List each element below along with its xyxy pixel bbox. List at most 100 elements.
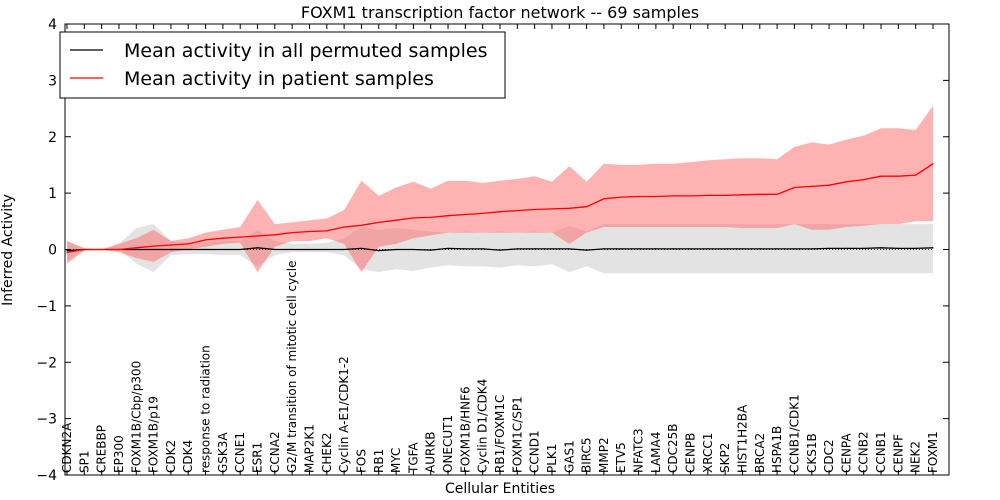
x-category-label: CREBBP	[95, 425, 109, 473]
data-point-s1-21	[430, 216, 432, 218]
data-point-s0-7	[187, 248, 189, 251]
data-point-s1-46	[863, 179, 865, 181]
x-category-label: BRCA2	[753, 433, 767, 473]
data-point-s0-10	[239, 248, 241, 251]
x-category-label: ETV5	[614, 442, 628, 473]
data-point-s0-9	[222, 248, 224, 251]
x-category-label: TGFA	[406, 442, 420, 474]
y-tick-label: 1	[48, 186, 57, 202]
data-point-s0-34	[655, 248, 657, 250]
data-point-s0-4	[135, 248, 137, 251]
data-point-s0-18	[378, 250, 380, 252]
band-series-0	[67, 224, 933, 274]
x-category-label: FOS	[354, 449, 368, 473]
data-point-s1-23	[464, 213, 466, 216]
data-point-s0-38	[724, 248, 726, 250]
data-point-s0-44	[828, 247, 830, 249]
x-category-label: CENPA	[839, 433, 853, 473]
data-point-s0-27	[534, 248, 536, 250]
data-point-s1-15	[326, 230, 328, 232]
data-point-s1-6	[170, 244, 172, 246]
x-category-label: CENPB	[684, 433, 698, 473]
x-category-label: LAMA4	[649, 432, 663, 473]
y-axis: −4 −3 −2 −1 0 1 2 3 4	[36, 17, 949, 484]
x-axis-title: Cellular Entities	[445, 481, 555, 497]
data-point-s1-8	[205, 239, 207, 241]
x-category-label: CDK2	[164, 440, 178, 473]
data-point-s0-23	[464, 248, 466, 250]
data-point-s1-44	[828, 184, 830, 186]
data-point-s1-18	[378, 221, 380, 223]
x-category-label: CCNB1	[874, 431, 888, 473]
data-point-s1-1	[83, 248, 85, 251]
x-category-label: CCNB2	[857, 431, 871, 473]
data-point-s0-24	[482, 248, 484, 250]
data-point-s0-12	[274, 248, 276, 251]
legend-box	[59, 31, 506, 99]
data-point-s1-47	[880, 175, 882, 177]
x-category-label: CDC25B	[666, 424, 680, 474]
data-point-s0-50	[932, 247, 934, 249]
data-point-s0-48	[897, 247, 900, 249]
band-series-1	[67, 105, 933, 273]
chart-title: FOXM1 transcription factor network -- 69…	[301, 3, 699, 22]
data-point-s0-29	[568, 248, 570, 250]
x-category-label: FOXM1B/HNF6	[458, 386, 472, 473]
data-point-s1-13	[291, 232, 293, 234]
legend-label-permuted: Mean activity in all permuted samples	[124, 40, 487, 62]
data-point-s1-38	[724, 194, 726, 196]
x-category-label: Cyclin A-E1/CDK1-2	[337, 356, 351, 473]
data-point-s1-43	[811, 185, 813, 187]
data-point-s1-34	[655, 195, 657, 198]
data-point-s1-0	[66, 251, 68, 253]
x-axis: CDKN2A SP1 CREBBP EP300 FOXM1B/Cbp/p300 FOXM1…	[60, 24, 940, 475]
data-point-s1-24	[482, 212, 484, 214]
y-tick-label: 3	[48, 73, 57, 89]
x-category-label: CKS1B	[805, 433, 819, 473]
x-category-label: FOXM1B/Cbp/p300	[129, 361, 143, 473]
data-point-s1-35	[672, 195, 674, 197]
data-point-s0-43	[811, 248, 813, 250]
data-point-s0-45	[845, 247, 848, 249]
data-point-s1-30	[586, 206, 588, 208]
x-category-label: AURKB	[424, 432, 438, 473]
x-category-label: CCND1	[528, 430, 542, 473]
x-category-label: GAS1	[562, 440, 576, 473]
data-point-s1-50	[932, 163, 934, 165]
x-category-label: PLK1	[545, 444, 559, 473]
data-point-s1-27	[534, 208, 536, 211]
x-category-label: CENPF	[891, 434, 905, 473]
x-category-label: ESR1	[251, 442, 265, 473]
data-point-s0-39	[741, 248, 744, 250]
data-point-s1-36	[689, 195, 692, 197]
x-category-label: CHEK2	[320, 433, 334, 474]
data-point-s1-10	[239, 236, 241, 238]
x-category-label: G2/M transition of mitotic cell cycle	[285, 260, 299, 473]
data-point-s1-11	[256, 235, 259, 237]
series-lines	[66, 163, 934, 253]
data-point-s0-22	[447, 247, 449, 249]
confidence-bands	[67, 105, 933, 274]
x-category-label: SKP2	[718, 443, 732, 473]
data-point-s1-3	[118, 248, 120, 251]
data-point-s1-12	[274, 234, 276, 236]
data-point-s0-46	[863, 247, 865, 249]
x-category-label: Cyclin D1/CDK4	[476, 379, 490, 473]
x-category-label: RB1	[372, 449, 386, 473]
data-point-s0-25	[499, 249, 501, 251]
data-point-s0-36	[689, 248, 692, 250]
data-point-s0-16	[343, 248, 345, 251]
data-point-s0-37	[707, 248, 709, 250]
y-tick-label: 2	[48, 130, 57, 146]
data-point-s1-31	[603, 198, 605, 200]
x-category-label: CDC2	[822, 439, 836, 473]
y-axis-title: Inferred Activity	[0, 194, 16, 306]
data-point-s0-21	[430, 249, 432, 251]
data-point-s1-45	[845, 181, 848, 183]
data-point-s0-17	[360, 247, 362, 249]
data-point-s0-20	[412, 248, 414, 251]
data-point-s0-13	[291, 248, 293, 251]
data-point-s1-48	[897, 175, 900, 177]
data-point-s0-35	[672, 248, 674, 250]
data-point-s1-16	[343, 226, 345, 228]
